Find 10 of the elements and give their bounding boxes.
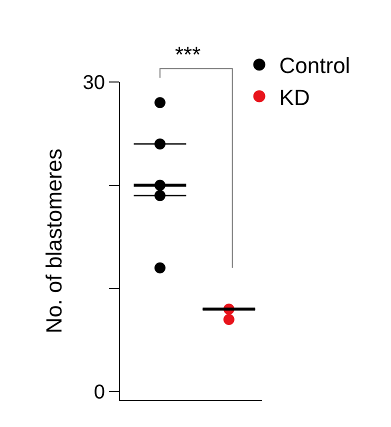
point <box>154 97 166 108</box>
point <box>154 138 166 150</box>
text: *** <box>175 42 202 67</box>
y-tick-label: 0 <box>94 382 105 404</box>
point <box>223 314 234 325</box>
y-axis-title: No. of blastomeres <box>42 148 67 334</box>
legend-label: Control <box>279 53 350 78</box>
legend-label: KD <box>279 84 310 110</box>
point <box>154 262 166 274</box>
y-tick-label: 30 <box>82 72 105 94</box>
